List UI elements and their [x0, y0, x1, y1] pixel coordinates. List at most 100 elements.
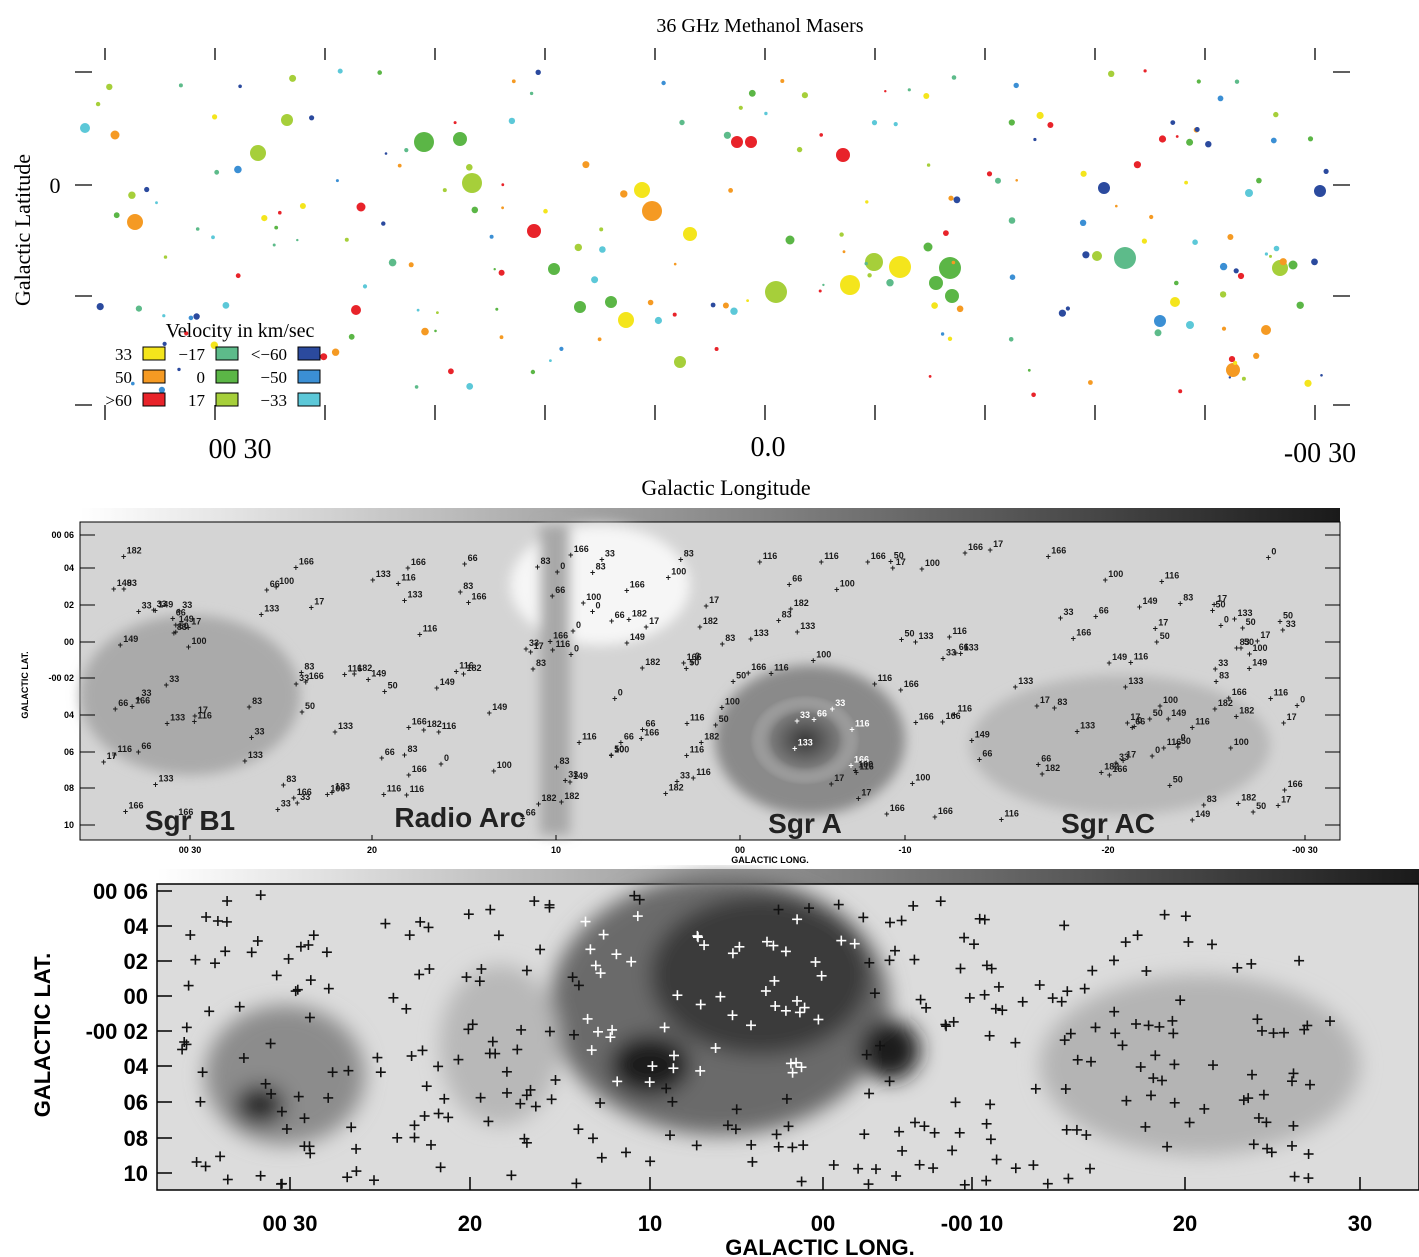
- velocity-label-marker: +33: [1213, 658, 1229, 674]
- maser-marker: [1174, 280, 1179, 286]
- velocity-label-marker: +17: [1034, 695, 1050, 711]
- maser-marker: [822, 283, 825, 287]
- cross-glyph: +: [112, 750, 117, 760]
- velocity-label-marker: +133: [259, 604, 280, 620]
- maser-cross-marker: [453, 1054, 464, 1065]
- velocity-label-marker: +133: [402, 589, 423, 605]
- velocity-label-marker: +149: [153, 599, 174, 615]
- maser-cross-marker: [1208, 1060, 1218, 1071]
- maser-cross-marker: [1253, 1113, 1264, 1123]
- maser-marker: [362, 284, 368, 289]
- cross-glyph: +: [678, 555, 683, 565]
- maser-marker: [947, 336, 953, 341]
- maser-marker: [1279, 258, 1287, 266]
- maser-cross-marker: [768, 940, 779, 951]
- velocity-label: 166: [644, 727, 659, 737]
- velocity-label-marker: +17: [643, 616, 659, 632]
- maser-cross-marker: [1168, 1028, 1179, 1039]
- velocity-label-marker: +166: [1282, 779, 1303, 795]
- maser-cross-marker: [875, 1040, 885, 1051]
- maser-marker: [188, 315, 194, 321]
- velocity-label-marker: +33: [1113, 752, 1129, 768]
- velocity-label: 116: [459, 660, 474, 670]
- legend-title: Velocity in km/sec: [166, 320, 315, 342]
- velocity-label: 166: [297, 787, 312, 797]
- cross-glyph: +: [590, 606, 595, 616]
- maser-marker: [1108, 70, 1115, 78]
- cross-glyph: +: [576, 738, 581, 748]
- velocity-label: 166: [968, 542, 983, 552]
- velocity-label-marker: +133: [370, 569, 391, 585]
- maser-marker: [493, 268, 496, 271]
- velocity-label: 133: [248, 750, 263, 760]
- velocity-label: 166: [871, 551, 886, 561]
- velocity-label: 166: [630, 579, 645, 589]
- velocity-label-marker: +100: [581, 592, 602, 608]
- velocity-label-marker: +0: [612, 688, 623, 704]
- maser-cross-marker: [343, 1065, 354, 1076]
- maser-cross-marker: [417, 1045, 428, 1056]
- legend-swatch: [297, 392, 321, 407]
- cross-glyph: +: [406, 770, 411, 780]
- velocity-label: 33: [680, 770, 690, 780]
- maser-cross-marker: [215, 1151, 226, 1162]
- cross-glyph: +: [663, 788, 668, 798]
- legend-swatch: [142, 346, 166, 361]
- maser-cross-marker: [423, 922, 434, 933]
- velocity-label-marker: +133: [1123, 676, 1144, 692]
- cross-glyph: +: [273, 582, 278, 592]
- cross-glyph: +: [520, 813, 525, 823]
- cross-glyph: +: [434, 683, 439, 693]
- maser-cross-marker: [582, 1013, 593, 1024]
- velocity-label: 100: [586, 592, 601, 602]
- x-tick-label: 00 30: [179, 845, 202, 855]
- maser-cross-marker: [921, 1002, 932, 1013]
- maser-marker: [1233, 360, 1238, 365]
- velocity-label: 17: [107, 751, 117, 761]
- panel1-ticks: [75, 48, 1350, 420]
- maser-cross-marker: [1079, 983, 1090, 994]
- maser-cross-marker: [181, 1039, 192, 1050]
- velocity-label: 83: [1240, 637, 1250, 647]
- maser-marker: [865, 200, 869, 204]
- maser-marker: [597, 337, 602, 342]
- cross-glyph: +: [947, 632, 952, 642]
- velocity-label: 33: [182, 600, 192, 610]
- maser-cross-marker: [1085, 1163, 1095, 1174]
- velocity-label-marker: +100: [719, 696, 740, 712]
- maser-marker: [351, 305, 361, 315]
- velocity-label-marker: +0: [1218, 615, 1229, 631]
- cross-glyph: +: [563, 775, 568, 785]
- cross-glyph: +: [568, 550, 573, 560]
- velocity-label: 133: [264, 604, 279, 614]
- velocity-label: 33: [281, 798, 291, 808]
- maser-marker: [819, 133, 823, 137]
- maser-marker: [1008, 337, 1014, 342]
- maser-cross-marker: [896, 915, 907, 926]
- maser-marker: [842, 250, 846, 254]
- velocity-label-marker: +66: [618, 731, 634, 747]
- velocity-label-marker: +116: [684, 745, 704, 761]
- cross-glyph: +: [173, 627, 178, 637]
- velocity-label-marker: +182: [699, 732, 720, 748]
- maser-cross-marker: [1175, 995, 1186, 1006]
- maser-cross-marker: [770, 1001, 781, 1011]
- cross-glyph: +: [1213, 664, 1218, 674]
- grayscale-colorbar: [157, 869, 1419, 884]
- velocity-label-marker: +83: [1178, 592, 1194, 608]
- maser-marker: [1273, 111, 1279, 118]
- velocity-label-marker: +33: [136, 688, 152, 704]
- maser-cross-marker: [798, 1140, 809, 1151]
- maser-marker: [272, 243, 276, 247]
- maser-marker: [801, 92, 809, 99]
- maser-cross-marker: [632, 911, 643, 922]
- velocity-label: 50: [894, 551, 904, 561]
- maser-marker: [348, 333, 355, 340]
- velocity-label-marker: +133: [792, 737, 813, 753]
- maser-cross-marker: [1071, 1124, 1082, 1135]
- velocity-label: 166: [904, 679, 919, 689]
- cross-glyph: +: [1234, 643, 1239, 653]
- maser-cross-marker: [1110, 1028, 1121, 1039]
- velocity-label-marker: +166: [405, 557, 426, 573]
- maser-cross-marker: [780, 1005, 791, 1016]
